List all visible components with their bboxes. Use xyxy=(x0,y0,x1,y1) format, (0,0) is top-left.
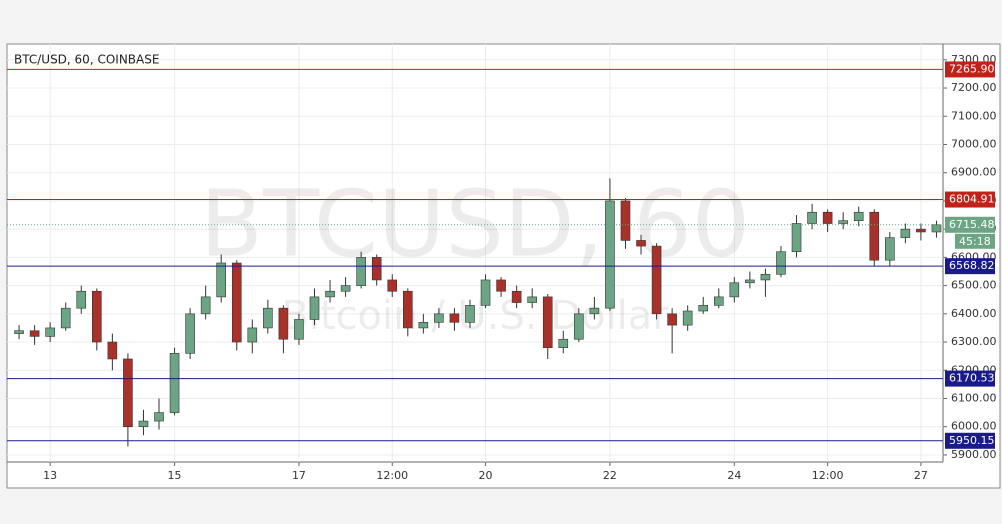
candle-body xyxy=(745,279,755,284)
candle-body xyxy=(527,296,537,303)
candle-body xyxy=(480,279,491,306)
candle-body xyxy=(496,279,506,292)
level-label: 5950.15 xyxy=(949,434,995,447)
candle-body xyxy=(465,305,475,323)
level-label: 6804.91 xyxy=(949,193,995,206)
y-tick-label: 6000.00 xyxy=(951,420,997,433)
candle-body xyxy=(605,200,615,309)
level-label: 7265.90 xyxy=(949,62,995,75)
last-price-box xyxy=(945,216,995,233)
candle-body xyxy=(589,307,600,315)
candle-body xyxy=(107,341,118,360)
level-label-box xyxy=(945,191,995,208)
countdown: 45:18 xyxy=(959,235,991,248)
candle-body xyxy=(169,353,180,413)
candle-body xyxy=(92,290,102,343)
candle-body xyxy=(916,228,926,233)
x-tick-label: 22 xyxy=(603,469,617,482)
watermark-subtitle: Bitcoin / U.S. Dollar xyxy=(281,293,669,339)
candle-body xyxy=(231,262,242,343)
last-price-label: 6715.48 xyxy=(949,218,995,231)
candle-body xyxy=(138,420,149,428)
x-tick-label: 12:00 xyxy=(812,469,844,482)
candle-body xyxy=(371,257,382,281)
candle-body xyxy=(185,313,195,354)
level-label-box xyxy=(945,432,995,449)
y-tick-label: 5900.00 xyxy=(951,448,997,461)
candle-body xyxy=(900,228,911,238)
candle-body xyxy=(325,290,335,298)
candle-body xyxy=(216,262,227,298)
candle-body xyxy=(698,305,709,312)
candle-body xyxy=(542,296,553,348)
x-tick-label: 27 xyxy=(914,469,928,482)
candle-body xyxy=(356,257,366,286)
candle-body xyxy=(931,224,942,233)
y-tick-label: 6500.00 xyxy=(951,279,997,292)
candle-body xyxy=(776,251,786,275)
candle-body xyxy=(667,313,677,326)
level-label-box xyxy=(945,370,995,387)
candle-body xyxy=(682,310,693,326)
candle-body xyxy=(278,307,289,340)
candle-body xyxy=(387,279,398,292)
chart-title: BTC/USD, 60, COINBASE xyxy=(14,53,159,67)
candle-body xyxy=(434,313,444,323)
candle-body xyxy=(713,296,724,306)
candle-body xyxy=(309,296,320,320)
candle-body xyxy=(247,327,258,343)
candle-body xyxy=(636,240,646,247)
y-tick-label: 6400.00 xyxy=(951,307,997,320)
grid xyxy=(7,44,943,462)
candle-body xyxy=(838,220,848,224)
candle-body xyxy=(418,321,429,329)
candle-body xyxy=(123,358,133,428)
candle-body xyxy=(60,307,71,329)
x-tick-label: 13 xyxy=(43,469,57,482)
candle-body xyxy=(885,237,895,261)
level-label-box xyxy=(945,61,995,78)
level-label: 6170.53 xyxy=(949,372,995,385)
candle-body xyxy=(402,290,413,329)
candle-body xyxy=(511,290,522,303)
candle-body xyxy=(760,274,771,281)
candle-body xyxy=(294,319,304,340)
candle-body xyxy=(822,211,833,224)
candle-body xyxy=(154,412,164,422)
x-tick-label: 20 xyxy=(479,469,493,482)
candle-body xyxy=(869,211,880,261)
y-tick-label: 7200.00 xyxy=(951,81,997,94)
countdown-box xyxy=(955,233,995,249)
candle-body xyxy=(620,200,631,241)
x-tick-label: 17 xyxy=(292,469,306,482)
y-tick-label: 7100.00 xyxy=(951,109,997,122)
candle-body xyxy=(729,282,740,298)
y-tick-label: 6100.00 xyxy=(951,391,997,404)
candle-body xyxy=(574,313,584,340)
candle-body xyxy=(791,223,802,253)
candle-body xyxy=(340,285,351,292)
candle-body xyxy=(807,211,817,224)
candle-body xyxy=(558,338,569,348)
x-tick-label: 12:00 xyxy=(376,469,408,482)
y-tick-label: 7000.00 xyxy=(951,137,997,150)
watermark: BTCUSD, 60 xyxy=(200,170,750,277)
candle-body xyxy=(29,330,40,337)
candle-body xyxy=(651,245,662,315)
marks xyxy=(14,178,942,447)
candle-body xyxy=(853,211,864,221)
candle-body xyxy=(76,290,87,309)
y-tick-label: 6300.00 xyxy=(951,335,997,348)
level-label: 6568.82 xyxy=(949,259,995,272)
candle-body xyxy=(263,307,273,329)
candle-body xyxy=(14,330,24,334)
y-tick-label: 6900.00 xyxy=(951,166,997,179)
candle-body xyxy=(200,296,211,315)
candle-body xyxy=(45,327,55,337)
level-label-box xyxy=(945,258,995,275)
x-tick-label: 24 xyxy=(727,469,741,482)
candle-body xyxy=(449,313,460,323)
x-tick-label: 15 xyxy=(168,469,182,482)
